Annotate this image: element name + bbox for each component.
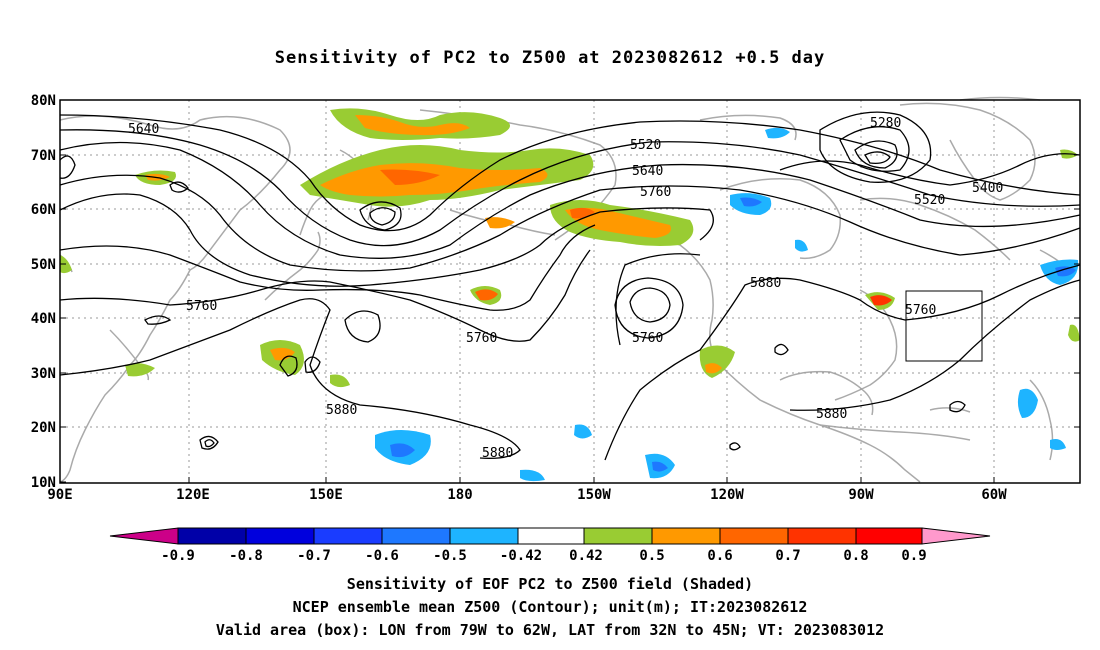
map-frame	[59, 99, 1081, 484]
colorbar-label: -0.7	[297, 548, 331, 564]
colorbar-label: -0.6	[365, 548, 399, 564]
lat-label: 40N	[31, 311, 56, 327]
lon-label: 150W	[577, 487, 611, 503]
lon-labels: 90E 120E 150E 180 150W 120W 90W 60W	[47, 487, 1007, 503]
footer-line-2: NCEP ensemble mean Z500 (Contour); unit(…	[292, 598, 808, 616]
contour-label: 5880	[750, 276, 781, 291]
contour-label: 5880	[816, 407, 847, 422]
page-title: Sensitivity of PC2 to Z500 at 2023082612…	[274, 48, 826, 68]
contour-label: 5760	[466, 331, 497, 346]
z500-contours	[59, 111, 1081, 461]
contour-label: 5880	[482, 446, 513, 461]
colorbar-label: 0.5	[639, 548, 664, 564]
contour-label: 5520	[914, 193, 945, 208]
colorbar-label: 0.9	[901, 548, 926, 564]
contour-label: 5880	[326, 403, 357, 418]
lon-label: 150E	[309, 487, 343, 503]
contour-label: 5760	[905, 303, 936, 318]
contour-label: 5400	[972, 181, 1003, 196]
footer-line-3: Valid area (box): LON from 79W to 62W, L…	[215, 621, 885, 639]
colorbar-cell	[651, 527, 721, 545]
colorbar-left-arrow	[109, 527, 179, 545]
colorbar-cell	[177, 527, 247, 545]
lon-label: 60W	[981, 487, 1007, 503]
valid-area-box	[905, 290, 983, 362]
colorbar: -0.9 -0.8 -0.7 -0.6 -0.5 -0.42 0.42 0.5 …	[109, 527, 991, 564]
colorbar-label: -0.5	[433, 548, 467, 564]
colorbar-cell	[381, 527, 451, 545]
lon-label: 90W	[848, 487, 874, 503]
contour-label: 5760	[632, 331, 663, 346]
lat-label: 70N	[31, 148, 56, 164]
contour-label: 5520	[630, 138, 661, 153]
colorbar-label: 0.8	[843, 548, 868, 564]
footer-line-1: Sensitivity of EOF PC2 to Z500 field (Sh…	[346, 575, 754, 593]
lat-label: 80N	[31, 93, 56, 109]
colorbar-cell	[855, 527, 923, 545]
contour-label: 5760	[186, 299, 217, 314]
contour-label: 5640	[632, 164, 663, 179]
lat-label: 30N	[31, 366, 56, 382]
colorbar-label: -0.9	[161, 548, 195, 564]
tick-marks	[60, 99, 1080, 483]
lat-label: 10N	[31, 475, 56, 491]
colorbar-cell	[787, 527, 857, 545]
colorbar-cell	[313, 527, 383, 545]
colorbar-right-arrow	[921, 527, 991, 545]
lat-labels: 80N 70N 60N 50N 40N 30N 20N 10N	[31, 93, 56, 491]
contour-label: 5760	[640, 185, 671, 200]
lat-label: 60N	[31, 202, 56, 218]
colorbar-cell	[517, 527, 585, 545]
lat-label: 50N	[31, 257, 56, 273]
colorbar-label: 0.6	[707, 548, 732, 564]
contour-labels: 5640 5520 5640 5760 5280 5400 5520 5760 …	[128, 116, 1003, 461]
contour-label: 5280	[870, 116, 901, 131]
lon-label: 120E	[176, 487, 210, 503]
lat-label: 20N	[31, 420, 56, 436]
colorbar-label: -0.42	[500, 548, 542, 564]
colorbar-label: 0.42	[569, 548, 603, 564]
gridlines	[60, 100, 1080, 483]
lon-label: 90E	[47, 487, 72, 503]
colorbar-label: 0.7	[775, 548, 800, 564]
colorbar-cell	[719, 527, 789, 545]
colorbar-cell	[583, 527, 653, 545]
colorbar-cell	[449, 527, 519, 545]
lon-label: 120W	[710, 487, 744, 503]
colorbar-cell	[245, 527, 315, 545]
colorbar-label: -0.8	[229, 548, 263, 564]
contour-label: 5640	[128, 122, 159, 137]
lon-label: 180	[447, 487, 472, 503]
